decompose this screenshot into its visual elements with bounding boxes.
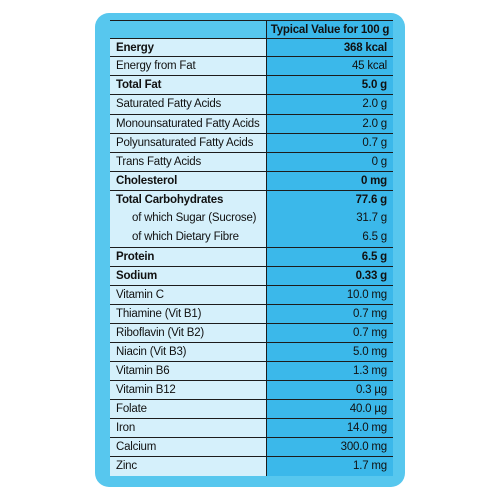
- nutrient-label: Niacin (Vit B3): [110, 342, 266, 361]
- header-label-cell: [110, 21, 266, 38]
- nutrient-label: of which Sugar (Sucrose): [110, 208, 266, 228]
- table-row-iron: Iron 14.0 mg: [110, 418, 393, 438]
- nutrient-value: 300.0 mg: [266, 437, 393, 456]
- table-row-protein: Protein 6.5 g: [110, 247, 393, 267]
- table-row-energy: Energy 368 kcal: [110, 39, 393, 57]
- nutrient-value: 77.6 g: [266, 190, 393, 209]
- nutrient-value: 10.0 mg: [266, 285, 393, 304]
- header-value-cell: Typical Value for 100 g: [266, 21, 393, 38]
- table-row-trans-fat: Trans Fatty Acids 0 g: [110, 152, 393, 172]
- nutrient-label: Riboflavin (Vit B2): [110, 323, 266, 342]
- nutrient-value: 1.7 mg: [266, 456, 393, 476]
- table-row-total-fat: Total Fat 5.0 g: [110, 76, 393, 95]
- table-row-vitamin-b12: Vitamin B12 0.3 µg: [110, 380, 393, 400]
- nutrient-value: 0 mg: [266, 171, 393, 190]
- table-row-saturated-fat: Saturated Fatty Acids 2.0 g: [110, 95, 393, 115]
- table-row-sugar: of which Sugar (Sucrose) 31.7 g: [110, 208, 393, 228]
- table-row-vitamin-b6: Vitamin B6 1.3 mg: [110, 361, 393, 381]
- table-header-row: Typical Value for 100 g: [110, 20, 393, 39]
- nutrient-value: 40.0 µg: [266, 399, 393, 418]
- table-row-niacin: Niacin (Vit B3) 5.0 mg: [110, 342, 393, 362]
- nutrient-label: Protein: [110, 247, 266, 266]
- nutrient-value: 0.7 mg: [266, 304, 393, 323]
- table-row-folate: Folate 40.0 µg: [110, 399, 393, 419]
- nutrition-table: Typical Value for 100 g Energy 368 kcal …: [110, 20, 393, 476]
- nutrient-label: Vitamin B6: [110, 361, 266, 380]
- nutrient-label: Saturated Fatty Acids: [110, 95, 266, 114]
- nutrient-label: Iron: [110, 418, 266, 437]
- nutrient-label: Total Carbohydrates: [110, 190, 266, 209]
- nutrient-value: 31.7 g: [266, 208, 393, 228]
- table-row-calcium: Calcium 300.0 mg: [110, 437, 393, 457]
- table-row-cholesterol: Cholesterol 0 mg: [110, 171, 393, 191]
- table-row-monounsaturated-fat: Monounsaturated Fatty Acids 2.0 g: [110, 114, 393, 134]
- nutrient-value: 6.5 g: [266, 247, 393, 266]
- nutrient-label: Calcium: [110, 437, 266, 456]
- nutrient-value: 368 kcal: [266, 39, 393, 56]
- nutrient-label: Zinc: [110, 456, 266, 476]
- nutrient-value: 45 kcal: [266, 57, 393, 75]
- nutrient-label: Energy from Fat: [110, 57, 266, 75]
- table-row-riboflavin: Riboflavin (Vit B2) 0.7 mg: [110, 323, 393, 343]
- table-row-dietary-fibre: of which Dietary Fibre 6.5 g: [110, 227, 393, 248]
- nutrient-label: Total Fat: [110, 76, 266, 94]
- nutrient-label: of which Dietary Fibre: [110, 227, 266, 247]
- table-row-thiamine: Thiamine (Vit B1) 0.7 mg: [110, 304, 393, 324]
- nutrient-value: 2.0 g: [266, 114, 393, 133]
- nutrient-label: Vitamin C: [110, 285, 266, 304]
- nutrient-value: 0.3 µg: [266, 380, 393, 399]
- table-row-zinc: Zinc 1.7 mg: [110, 456, 393, 476]
- nutrient-value: 14.0 mg: [266, 418, 393, 437]
- table-row-vitamin-c: Vitamin C 10.0 mg: [110, 285, 393, 305]
- nutrient-label: Cholesterol: [110, 171, 266, 190]
- nutrient-label: Sodium: [110, 266, 266, 285]
- nutrient-value: 6.5 g: [266, 227, 393, 247]
- table-row-polyunsaturated-fat: Polyunsaturated Fatty Acids 0.7 g: [110, 133, 393, 153]
- table-row-energy-from-fat: Energy from Fat 45 kcal: [110, 57, 393, 76]
- nutrient-label: Energy: [110, 39, 266, 56]
- nutrient-label: Thiamine (Vit B1): [110, 304, 266, 323]
- nutrient-value: 5.0 g: [266, 76, 393, 94]
- nutrient-label: Vitamin B12: [110, 380, 266, 399]
- nutrient-label: Trans Fatty Acids: [110, 152, 266, 171]
- table-row-total-carbohydrates: Total Carbohydrates 77.6 g: [110, 190, 393, 209]
- nutrient-value: 5.0 mg: [266, 342, 393, 361]
- nutrient-value: 0.7 mg: [266, 323, 393, 342]
- nutrient-value: 0 g: [266, 152, 393, 171]
- nutrient-value: 2.0 g: [266, 95, 393, 114]
- table-row-sodium: Sodium 0.33 g: [110, 266, 393, 286]
- nutrient-value: 0.33 g: [266, 266, 393, 285]
- nutrient-label: Monounsaturated Fatty Acids: [110, 114, 266, 133]
- nutrient-value: 1.3 mg: [266, 361, 393, 380]
- nutrient-label: Polyunsaturated Fatty Acids: [110, 133, 266, 152]
- nutrient-value: 0.7 g: [266, 133, 393, 152]
- nutrient-label: Folate: [110, 399, 266, 418]
